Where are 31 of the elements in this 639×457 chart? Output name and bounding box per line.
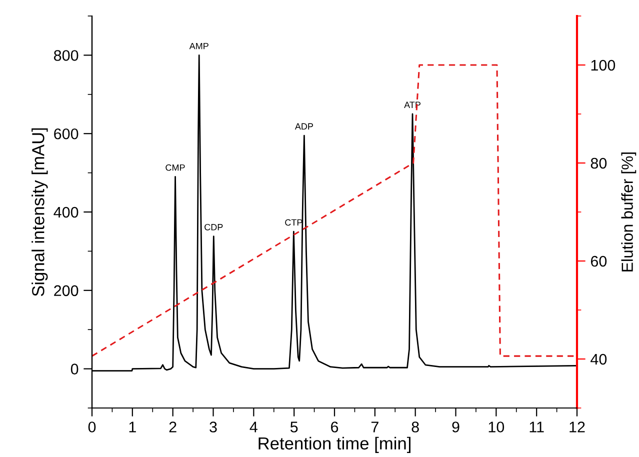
x-tick-label: 1 [129,422,136,432]
y2-axis-title: Elution buffer [%] [621,152,636,272]
annotation: ATP [404,102,420,108]
x-tick-label: 10 [488,422,504,432]
x-tick-label: 3 [210,422,217,432]
x-tick-label: 0 [88,422,96,432]
annotation: CTP [285,219,302,226]
y-axis-title: Signal intensity [mAU] [32,128,48,296]
x-tick-label: 11 [530,422,544,432]
y-tick-label: 400 [54,206,78,218]
x-tick-label: 9 [452,422,460,432]
annotation: ADP [294,123,313,130]
x-tick-label: 7 [371,422,378,432]
y-tick-label: 600 [54,128,78,140]
annotation: AMP [189,42,208,50]
y-tick-label: 0 [70,364,78,374]
x-tick-label: 12 [570,422,585,432]
x-tick-label: 8 [412,422,419,432]
y2-tick-label: 80 [590,158,607,169]
y-tick-label: 200 [54,285,78,296]
annotation: CMP [166,164,185,171]
x-tick-label: 2 [169,422,176,432]
y2-tick-label: 60 [590,256,607,267]
x-tick-label: 6 [331,422,338,432]
y2-tick-label: 100 [591,60,616,71]
y2-tick-label: 40 [590,354,607,365]
x-tick-label: 5 [290,422,298,432]
y-tick-label: 800 [54,50,78,61]
x-tick-label: 4 [250,422,258,432]
x-axis-title: Retention time [min] [258,436,410,454]
annotation: CDP [204,224,223,230]
